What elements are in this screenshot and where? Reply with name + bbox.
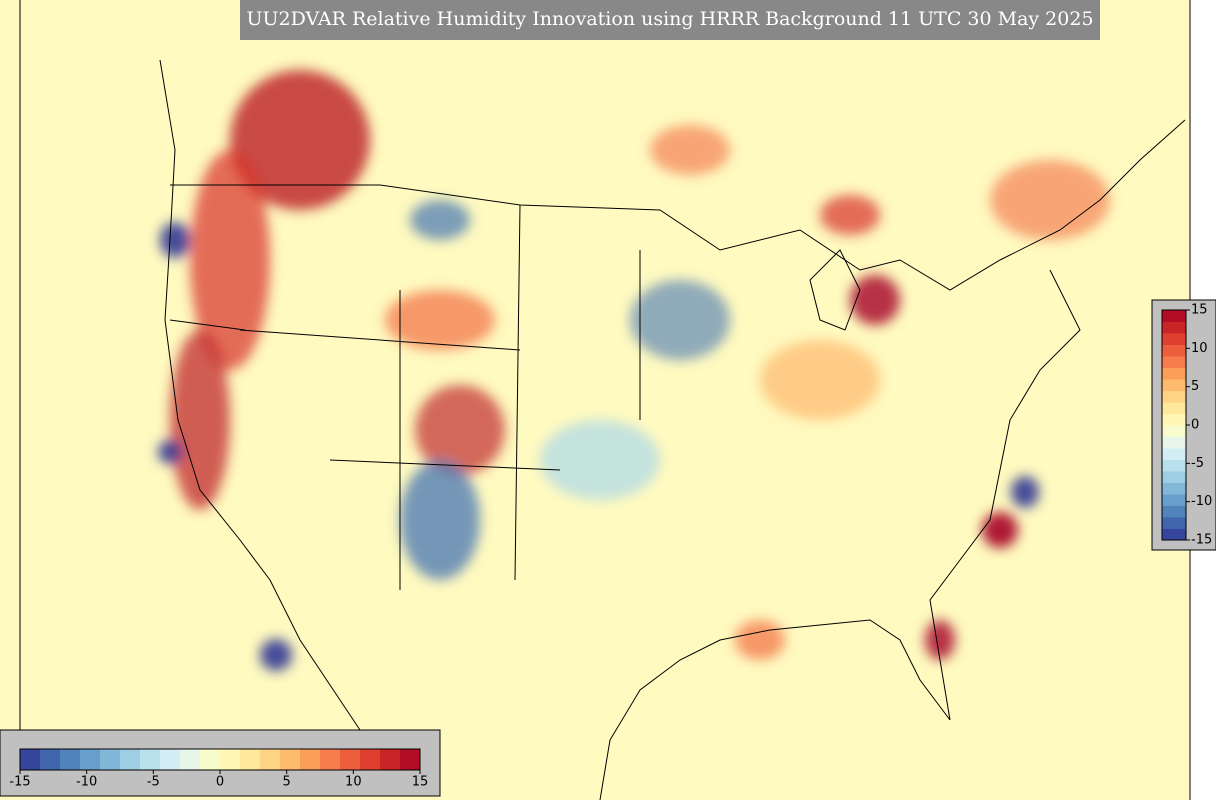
colorbar-swatch <box>1162 344 1186 357</box>
colorbar-swatch <box>300 749 321 770</box>
colorbar-swatch <box>1162 333 1186 345</box>
colorbar-swatch <box>340 749 361 770</box>
colorbar-tick-label: 15 <box>1191 303 1208 318</box>
colorbar-swatch <box>1162 390 1186 403</box>
coastlines-and-borders <box>159 59 1186 800</box>
colorbar-swatch <box>120 749 141 770</box>
colorbar-swatch <box>1162 459 1186 472</box>
colorbar-swatch <box>1162 367 1186 380</box>
colorbar-tick-label: -5 <box>147 775 160 790</box>
humidity-field <box>158 70 1110 671</box>
colorbar-swatch <box>1162 471 1186 483</box>
colorbar-swatch <box>80 749 101 770</box>
colorbar-swatch <box>60 749 81 770</box>
colorbar-swatch <box>180 749 201 770</box>
colorbar-tick-label: -10 <box>76 775 97 790</box>
colorbar-tick-label: 0 <box>1191 418 1199 433</box>
colorbar-tick-label: -10 <box>1191 494 1212 509</box>
colorbar-swatch <box>160 749 181 770</box>
colorbar-swatch <box>100 749 121 770</box>
colorbar-swatch <box>1162 310 1186 322</box>
colorbar-swatch <box>1162 356 1186 368</box>
colorbar-tick-label: 10 <box>345 775 362 790</box>
colorbar-swatch <box>20 749 41 770</box>
colorbar-swatch <box>140 749 161 770</box>
colorbar-tick-label: 10 <box>1191 341 1208 356</box>
colorbar-swatch <box>240 749 261 770</box>
colorbar-tick-label: 5 <box>1191 379 1199 394</box>
colorbar-swatch <box>1162 448 1186 460</box>
colorbar-swatch <box>1162 494 1186 506</box>
colorbar-swatch <box>1162 402 1186 414</box>
colorbar-tick-label: -5 <box>1191 456 1204 471</box>
colorbar-swatch <box>380 749 401 770</box>
colorbar-swatch <box>200 749 221 770</box>
colorbar-swatch <box>1162 436 1186 449</box>
colorbar-swatch <box>40 749 61 770</box>
title-box <box>240 0 1100 40</box>
colorbar-swatch <box>1162 413 1186 426</box>
colorbar-swatch <box>1162 425 1186 437</box>
map-title: UU2DVAR Relative Humidity Innovation usi… <box>246 8 1093 30</box>
colorbar-swatch <box>1162 505 1186 518</box>
colorbar-swatch <box>1162 517 1186 529</box>
colorbar-swatch <box>320 749 341 770</box>
colorbar: -15 -10 -5 0 5 10 15 <box>9 748 429 790</box>
colorbar-tick-label: -15 <box>9 775 30 790</box>
colorbar-tick-label: 15 <box>412 775 429 790</box>
colorbar-swatch <box>1162 482 1186 495</box>
colorbar-tick-label: 5 <box>283 775 291 790</box>
colorbar-tick-label: -15 <box>1191 533 1212 548</box>
colorbar-swatch <box>360 749 381 770</box>
colorbar-swatch <box>280 749 301 770</box>
colorbar-swatch <box>260 749 281 770</box>
colorbar-swatch <box>400 749 421 770</box>
colorbar-tick-label: 0 <box>216 775 224 790</box>
colorbar-swatch <box>1162 379 1186 391</box>
colorbar-swatch <box>1162 321 1186 334</box>
colorbar-swatch <box>220 749 241 770</box>
colorbar: -15 -10 -5 0 5 10 15 <box>1161 303 1212 548</box>
colorbar-swatch <box>1162 528 1186 541</box>
